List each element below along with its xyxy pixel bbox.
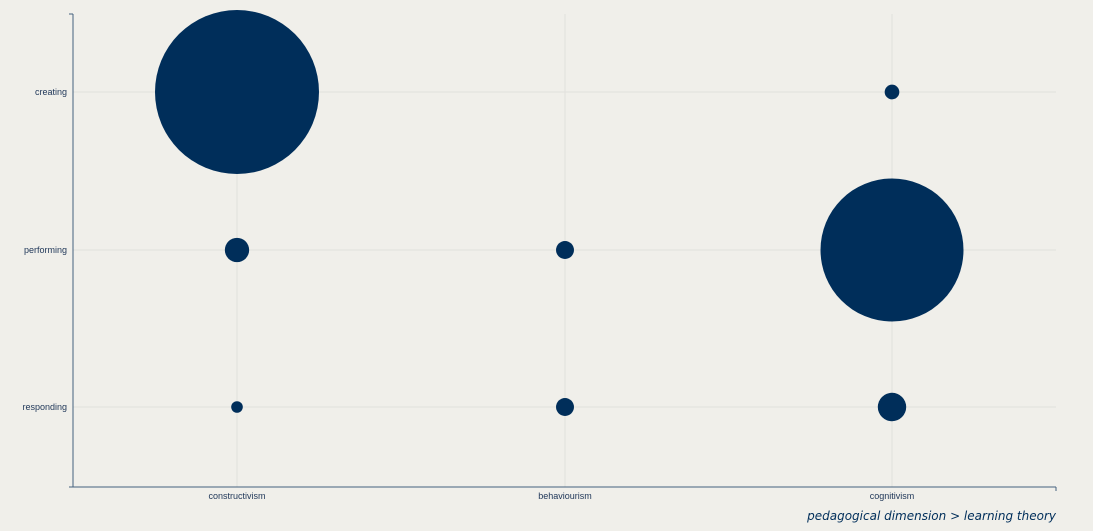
y-tick-label-creating: creating (35, 87, 67, 97)
bubble-constructivism-creating[interactable] (155, 10, 319, 174)
x-tick-label-behaviourism: behaviourism (538, 491, 592, 501)
bubble-cognitivism-responding[interactable] (877, 392, 907, 422)
x-tick-label-constructivism: constructivism (208, 491, 265, 501)
x-tick-label-cognitivism: cognitivism (870, 491, 915, 501)
x-axis-title: pedagogical dimension > learning theory (806, 509, 1057, 523)
bubbles (155, 10, 964, 422)
bubble-cognitivism-creating[interactable] (884, 84, 900, 100)
axes (69, 13, 1057, 491)
bubble-constructivism-responding[interactable] (231, 401, 243, 413)
bubble-behaviourism-performing[interactable] (556, 241, 574, 259)
y-tick-label-performing: performing (24, 245, 67, 255)
bubble-cognitivism-performing[interactable] (820, 178, 964, 322)
y-tick-label-responding: responding (22, 402, 67, 412)
tick-labels: constructivism behaviourism cognitivism res… (22, 87, 914, 501)
bubble-behaviourism-responding[interactable] (556, 398, 574, 416)
bubble-constructivism-performing[interactable] (224, 237, 250, 263)
